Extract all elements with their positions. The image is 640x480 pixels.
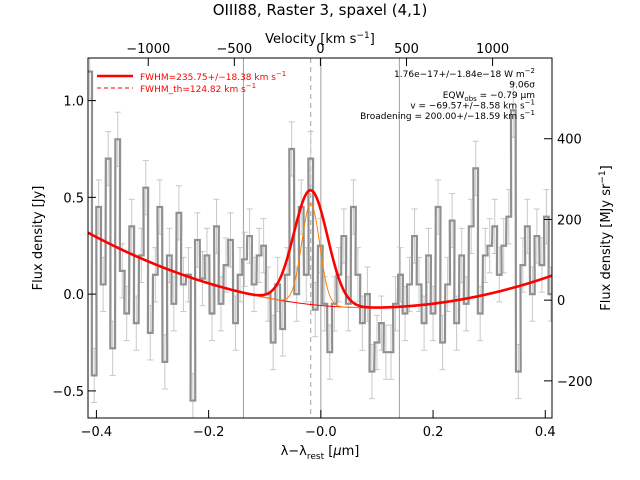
legend: FWHM=235.75+/−18.38 km s−1FWHM_th=124.82… <box>97 70 286 95</box>
y-axis-label: Flux density [Jy] <box>31 186 46 291</box>
fit-curves <box>88 188 552 309</box>
legend-label: FWHM_th=124.82 km s−1 <box>140 82 256 95</box>
top-tick-label: 1000 <box>476 42 509 57</box>
chart-title: OIII88, Raster 3, spaxel (4,1) <box>213 1 428 19</box>
x-tick-label: 0.2 <box>423 425 444 440</box>
top-tick-label: −1000 <box>126 42 170 57</box>
right-tick-label: 0 <box>557 294 565 309</box>
top-tick-label: −500 <box>216 42 252 57</box>
fit-annotation: EQWobs = −0.79 μm <box>443 91 535 103</box>
right-tick-label: 400 <box>557 133 582 148</box>
legend-label: FWHM=235.75+/−18.38 km s−1 <box>140 70 286 83</box>
x-tick-label: −0.2 <box>193 425 225 440</box>
fit-annotation: 1.76e−17+/−1.84e−18 W m−2 <box>394 67 535 80</box>
x-axis-label: λ−λrest [μm] <box>281 444 360 462</box>
theoretical-profile-line <box>259 203 361 309</box>
fit-annotation: v = −69.57+/−8.58 km s−1 <box>410 99 535 112</box>
right-axis-label: Flux density [MJy sr−1] <box>598 165 614 310</box>
right-tick-label: −200 <box>557 375 593 390</box>
axis-ticks: −0.4 −0.2 −0.0 0.2 0.4 −0.5 0.0 0.5 1.0 −1000 −500… <box>52 42 592 440</box>
top-tick-label: 500 <box>394 42 419 57</box>
fit-annotation: Broadening = 200.00+/−18.59 km s−1 <box>360 109 535 122</box>
reference-lines <box>242 58 400 418</box>
y-tick-label: 0.5 <box>63 191 84 206</box>
fit-profile-line <box>88 188 552 309</box>
x-tick-label: −0.4 <box>81 425 113 440</box>
top-tick-label: 0 <box>316 42 324 57</box>
y-tick-label: 0.0 <box>63 288 84 303</box>
right-tick-label: 200 <box>557 213 582 228</box>
x-tick-label: 0.4 <box>535 425 556 440</box>
x-tick-label: −0.0 <box>305 425 337 440</box>
y-tick-label: 1.0 <box>63 95 84 110</box>
y-tick-label: −0.5 <box>52 385 84 400</box>
fit-annotation: 9.06σ <box>509 81 535 91</box>
top-axis-label: Velocity [km s−1] <box>265 31 375 47</box>
